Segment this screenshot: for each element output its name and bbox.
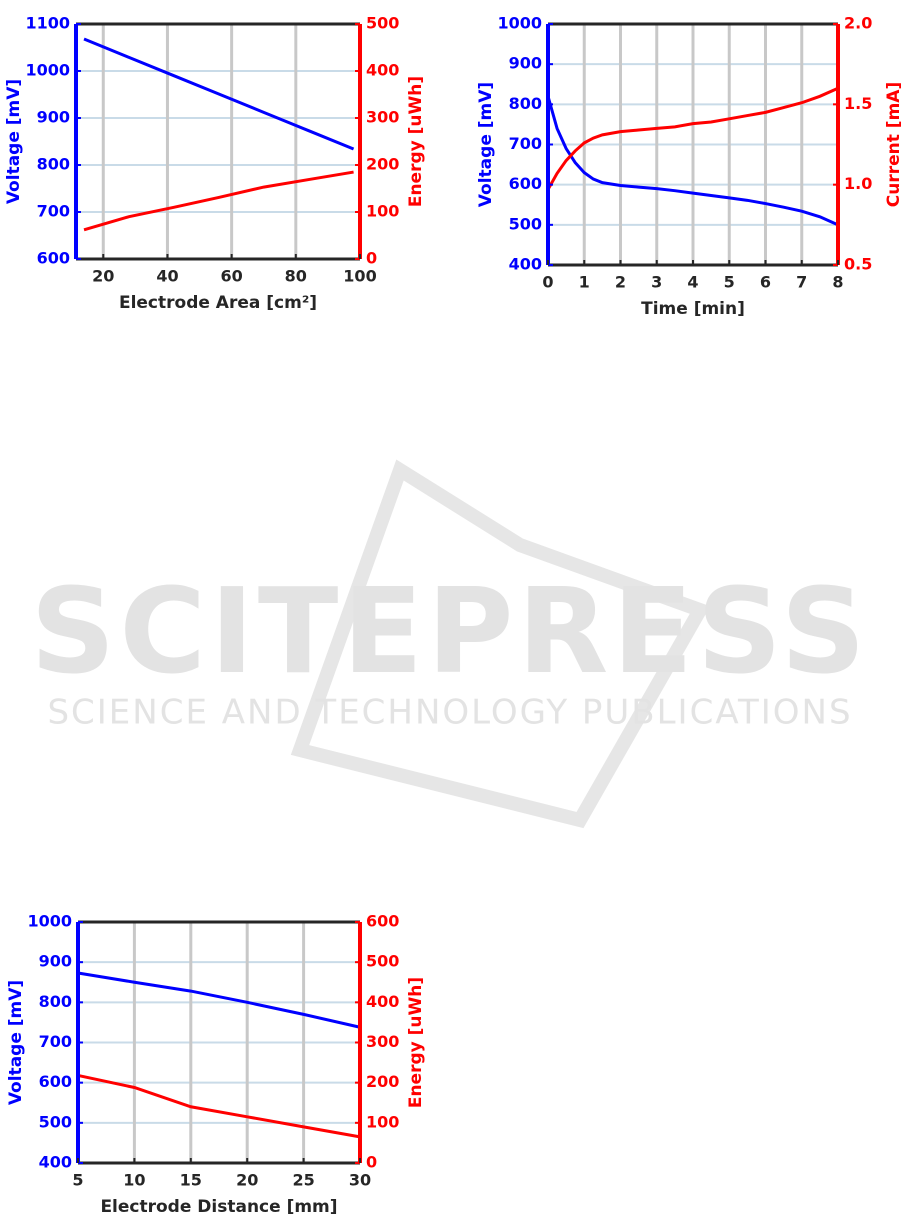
x-tick-label: 0 — [542, 273, 553, 292]
data-line — [83, 170, 354, 232]
y-tick-label: 700 — [509, 134, 542, 153]
x-axis-label: Time [min] — [641, 299, 745, 319]
y2-tick-label: 400 — [366, 61, 399, 80]
data-line — [546, 86, 839, 191]
y-tick-label: 600 — [37, 249, 70, 268]
y2-tick-label: 0 — [366, 1153, 377, 1172]
y2-tick-label: 1.5 — [844, 94, 872, 113]
y2-axis-label: Energy [uWh] — [406, 977, 426, 1108]
data-line — [83, 37, 355, 151]
y-tick-label: 1000 — [27, 912, 72, 931]
x-tick-label: 8 — [832, 273, 843, 292]
x-tick-label: 4 — [687, 273, 698, 292]
x-tick-label: 100 — [343, 267, 376, 286]
y-tick-label: 400 — [509, 255, 542, 274]
x-tick-label: 25 — [292, 1171, 314, 1190]
x-tick-label: 6 — [760, 273, 771, 292]
y-tick-label: 800 — [37, 155, 70, 174]
y-tick-label: 700 — [39, 1032, 72, 1051]
y2-tick-label: 500 — [366, 952, 399, 971]
y-axis-label: Voltage [mV] — [476, 82, 496, 207]
x-tick-label: 40 — [156, 267, 178, 286]
data-line — [77, 1073, 361, 1139]
x-tick-label: 7 — [796, 273, 807, 292]
x-tick-label: 5 — [724, 273, 735, 292]
y-axis-label: Voltage [mV] — [6, 980, 26, 1105]
watermark-logo — [290, 459, 711, 829]
x-tick-label: 3 — [651, 273, 662, 292]
y-tick-label: 700 — [37, 202, 70, 221]
data-line — [546, 95, 839, 227]
x-tick-label: 30 — [349, 1171, 371, 1190]
y2-tick-label: 100 — [366, 202, 399, 221]
x-axis-label: Electrode Area [cm²] — [119, 293, 317, 313]
watermark-title: SCITEPRESS — [30, 562, 869, 700]
x-tick-label: 60 — [221, 267, 243, 286]
y-tick-label: 500 — [39, 1112, 72, 1131]
y2-tick-label: 200 — [366, 155, 399, 174]
x-tick-label: 15 — [180, 1171, 202, 1190]
y-tick-label: 400 — [39, 1153, 72, 1172]
y2-axis-label: Current [mA] — [884, 82, 901, 207]
y-tick-label: 800 — [39, 992, 72, 1011]
y2-tick-label: 300 — [366, 108, 399, 127]
y2-tick-label: 600 — [366, 912, 399, 931]
x-tick-label: 80 — [285, 267, 307, 286]
y2-tick-label: 0 — [366, 249, 377, 268]
y-tick-label: 1000 — [25, 61, 70, 80]
y2-tick-label: 100 — [366, 1112, 399, 1131]
y2-tick-label: 500 — [366, 14, 399, 33]
y2-tick-label: 0.5 — [844, 255, 872, 274]
y-tick-label: 1100 — [25, 14, 70, 33]
watermark: SCITEPRESS SCIENCE AND TECHNOLOGY PUBLIC… — [30, 459, 869, 829]
y2-axis-label: Energy [uWh] — [406, 76, 426, 207]
y2-tick-label: 1.0 — [844, 174, 872, 193]
y-tick-label: 900 — [509, 54, 542, 73]
y-tick-label: 900 — [37, 108, 70, 127]
y2-tick-label: 300 — [366, 1032, 399, 1051]
y-tick-label: 1000 — [497, 14, 542, 33]
x-tick-label: 1 — [579, 273, 590, 292]
data-line — [77, 971, 361, 1029]
y-tick-label: 500 — [509, 214, 542, 233]
chart: 400 500 600 700 800 900 1000 0.5 1.0 1.5 2.0 0 1 2 3 4 5… — [476, 14, 901, 320]
y-axis-label: Voltage [mV] — [4, 79, 24, 204]
y-tick-label: 900 — [39, 952, 72, 971]
x-tick-label: 20 — [236, 1171, 258, 1190]
y2-tick-label: 2.0 — [844, 14, 872, 33]
chart: 400 500 600 700 800 900 1000 0 100 200 300 400 500 60… — [6, 912, 426, 1218]
y2-tick-label: 400 — [366, 992, 399, 1011]
y-tick-label: 600 — [509, 174, 542, 193]
x-tick-label: 5 — [72, 1171, 83, 1190]
y-tick-label: 600 — [39, 1072, 72, 1091]
watermark-subtitle: SCIENCE AND TECHNOLOGY PUBLICATIONS — [47, 693, 852, 733]
x-tick-label: 10 — [123, 1171, 145, 1190]
y2-tick-label: 200 — [366, 1072, 399, 1091]
x-axis-label: Electrode Distance [mm] — [100, 1197, 337, 1217]
x-tick-label: 2 — [615, 273, 626, 292]
x-tick-label: 20 — [92, 267, 114, 286]
y-tick-label: 800 — [509, 94, 542, 113]
